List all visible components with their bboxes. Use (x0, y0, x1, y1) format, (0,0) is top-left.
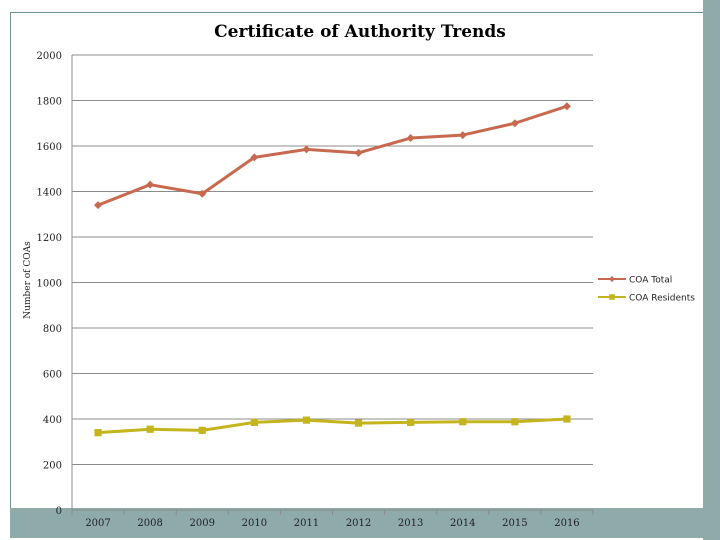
y-axis-title: Number of COAs (23, 241, 33, 319)
legend: COA Total COA Residents (598, 276, 695, 304)
x-tick-label: 2013 (398, 518, 423, 529)
y-tick-label: 1400 (37, 188, 62, 199)
x-tick-label: 2012 (346, 518, 371, 529)
x-tick-label: 2011 (294, 518, 319, 529)
coa-residents-point (198, 426, 206, 434)
coa-residents-point (563, 415, 571, 423)
y-tick-label: 0 (56, 506, 62, 517)
coa-total-point (562, 102, 571, 111)
coa-residents-point (302, 416, 311, 424)
coa-total-point (510, 119, 519, 128)
x-tick-label: 2015 (502, 518, 527, 529)
y-tick-label: 800 (43, 324, 62, 335)
y-tick-label: 2000 (37, 51, 62, 62)
footer-band (10, 508, 720, 538)
legend-coa-residents-label: COA Residents (629, 294, 695, 304)
series-group (94, 102, 571, 437)
coa-total-point (250, 153, 259, 162)
coa-residents-point (94, 429, 102, 437)
axis-ticks: 0 200 400 600 800 1000 1200 1400 1600 1800 2000 200… (37, 51, 580, 529)
coa-total-point (94, 201, 103, 210)
x-tick-label: 2008 (137, 518, 162, 529)
coa-total-point (198, 189, 207, 198)
y-tick-label: 1000 (37, 279, 62, 290)
coa-residents-point (511, 418, 519, 426)
chart-title: Certificate of Authority Trends (214, 22, 506, 42)
coa-residents-point (407, 418, 415, 427)
x-tick-label: 2009 (190, 518, 215, 529)
coa-total-point (406, 134, 415, 143)
coa-residents-point (459, 418, 467, 426)
legend-coa-residents-marker (609, 294, 615, 300)
y-tick-label: 1200 (37, 233, 62, 244)
x-tick-label: 2016 (554, 518, 579, 529)
coa-total-point (146, 180, 155, 189)
right-band (703, 0, 720, 540)
coa-residents-point (146, 425, 154, 433)
y-tick-label: 600 (43, 370, 62, 381)
y-tick-label: 200 (43, 461, 62, 472)
x-tick-label: 2007 (85, 518, 110, 529)
coa-residents-point (250, 418, 258, 427)
coa-total-line (97, 104, 568, 207)
gridlines (71, 54, 594, 515)
coa-total-point (354, 148, 363, 157)
legend-coa-total-label: COA Total (629, 276, 672, 286)
y-tick-label: 1800 (37, 97, 62, 108)
coa-residents-point (354, 419, 363, 427)
x-tick-label: 2010 (242, 518, 267, 529)
coa-total-point (302, 145, 311, 154)
y-tick-label: 400 (43, 415, 62, 426)
y-tick-label: 1600 (37, 142, 62, 153)
x-tick-label: 2014 (450, 518, 475, 529)
coa-total-point (458, 131, 467, 140)
coa-residents-line (97, 417, 568, 435)
legend-coa-total-marker (609, 276, 615, 282)
